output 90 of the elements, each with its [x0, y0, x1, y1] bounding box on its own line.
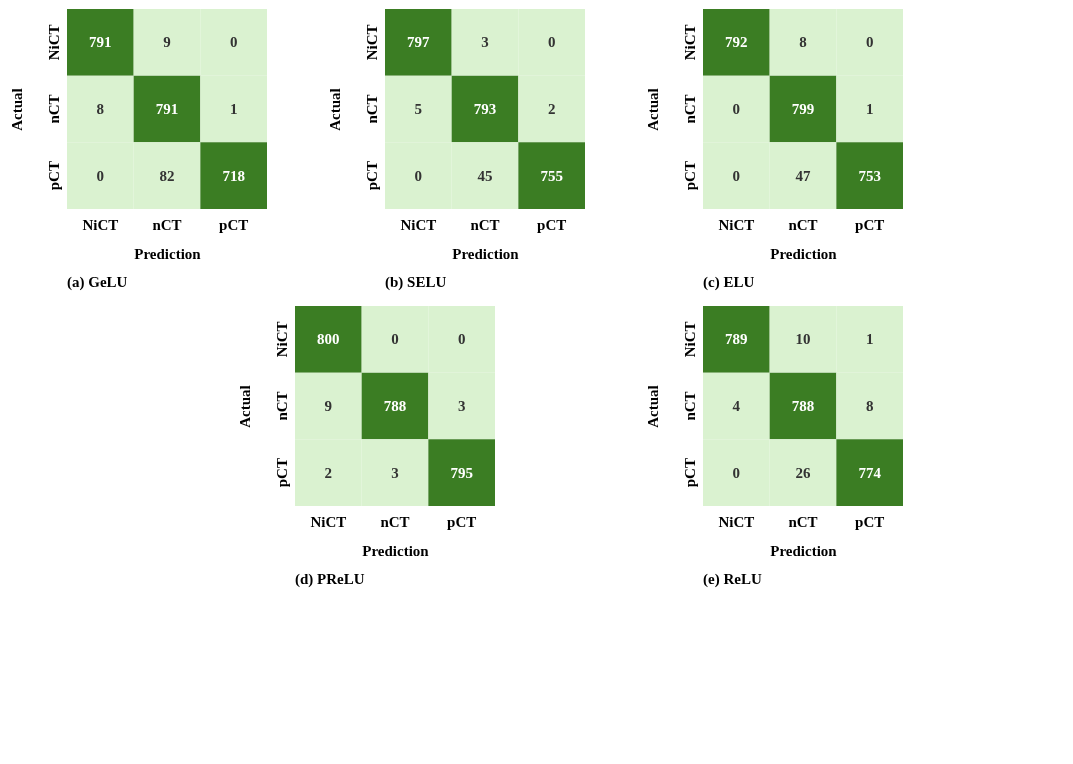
x-tick-label: nCT [152, 216, 182, 233]
data-label: 8 [96, 101, 105, 117]
data-label: 0 [229, 34, 238, 51]
x-tick-label: NiCT [718, 216, 755, 233]
data-label: 8 [865, 398, 874, 414]
data-label: 792 [725, 34, 748, 51]
data-label: 2 [324, 464, 333, 481]
data-label: 755 [540, 167, 563, 184]
data-label: 0 [732, 101, 741, 117]
data-label: 3 [457, 398, 466, 414]
y-tick-label: nCT [273, 391, 290, 421]
data-label: 4 [732, 398, 741, 414]
data-label: 1 [865, 331, 874, 348]
y-axis-title: Actual [236, 385, 253, 428]
data-label: 5 [414, 101, 423, 117]
data-label: 9 [324, 398, 333, 414]
y-tick-label: NiCT [45, 24, 62, 61]
data-label: 0 [732, 464, 741, 481]
data-label: 788 [791, 398, 815, 414]
y-tick-label: pCT [45, 161, 62, 191]
data-label: 10 [795, 331, 811, 348]
data-label: 8 [799, 34, 807, 51]
data-label: 791 [89, 34, 112, 51]
y-tick-label: NiCT [363, 24, 380, 61]
data-label: 800 [317, 331, 340, 348]
data-label: 0 [96, 167, 105, 184]
data-label: 47 [795, 167, 811, 184]
y-axis-title: Actual [326, 88, 343, 131]
text: (e) ReLU [703, 571, 762, 588]
text: (d) PReLU [295, 571, 365, 588]
y-tick-label: pCT [273, 458, 290, 488]
y-axis-title: Actual [8, 88, 25, 131]
data-label: 788 [383, 398, 407, 414]
x-tick-label: nCT [470, 216, 500, 233]
y-axis-title: Actual [644, 88, 661, 131]
y-tick-label: NiCT [681, 321, 698, 358]
data-label: 791 [155, 101, 179, 117]
x-tick-label: pCT [855, 513, 885, 530]
x-tick-label: pCT [447, 513, 477, 530]
x-axis-title: Prediction [134, 245, 202, 262]
data-label: 0 [391, 331, 399, 348]
x-tick-label: NiCT [82, 216, 119, 233]
x-axis-title: Prediction [770, 245, 838, 262]
data-label: 789 [725, 331, 748, 348]
data-label: 26 [795, 464, 811, 481]
data-label: 795 [450, 464, 473, 481]
data-label: 2 [547, 101, 556, 117]
data-label: 799 [791, 101, 815, 117]
x-tick-label: NiCT [718, 513, 755, 530]
data-label: 0 [457, 331, 466, 348]
y-tick-label: NiCT [681, 24, 698, 61]
x-tick-label: nCT [788, 513, 818, 530]
x-tick-label: nCT [380, 513, 410, 530]
x-axis-title: Prediction [770, 542, 838, 559]
data-label: 45 [477, 167, 493, 184]
data-label: 0 [547, 34, 556, 51]
x-tick-label: pCT [537, 216, 567, 233]
y-tick-label: pCT [681, 458, 698, 488]
x-tick-label: pCT [855, 216, 885, 233]
x-tick-label: NiCT [310, 513, 347, 530]
text: (b) SELU [385, 274, 447, 291]
data-label: 0 [732, 167, 741, 184]
data-label: 3 [391, 464, 399, 481]
data-label: 753 [858, 167, 881, 184]
data-label: 1 [229, 101, 238, 117]
x-tick-label: nCT [788, 216, 818, 233]
x-tick-label: pCT [219, 216, 249, 233]
y-tick-label: nCT [363, 94, 380, 124]
y-tick-label: nCT [45, 94, 62, 124]
x-axis-title: Prediction [362, 542, 430, 559]
data-label: 3 [481, 34, 489, 51]
data-label: 9 [163, 34, 171, 51]
y-axis-title: Actual [644, 385, 661, 428]
data-label: 0 [865, 34, 874, 51]
data-label: 82 [159, 167, 175, 184]
text: (a) GeLU [67, 274, 128, 291]
data-label: 793 [473, 101, 497, 117]
y-tick-label: pCT [681, 161, 698, 191]
y-tick-label: nCT [681, 94, 698, 124]
y-tick-label: nCT [681, 391, 698, 421]
data-label: 718 [222, 167, 245, 184]
data-label: 0 [414, 167, 423, 184]
x-axis-title: Prediction [452, 245, 520, 262]
x-tick-label: NiCT [400, 216, 437, 233]
data-label: 1 [865, 101, 874, 117]
data-label: 774 [858, 464, 882, 481]
y-tick-label: NiCT [273, 321, 290, 358]
data-label: 797 [407, 34, 431, 51]
y-tick-label: pCT [363, 161, 380, 191]
text: (c) ELU [703, 274, 755, 291]
